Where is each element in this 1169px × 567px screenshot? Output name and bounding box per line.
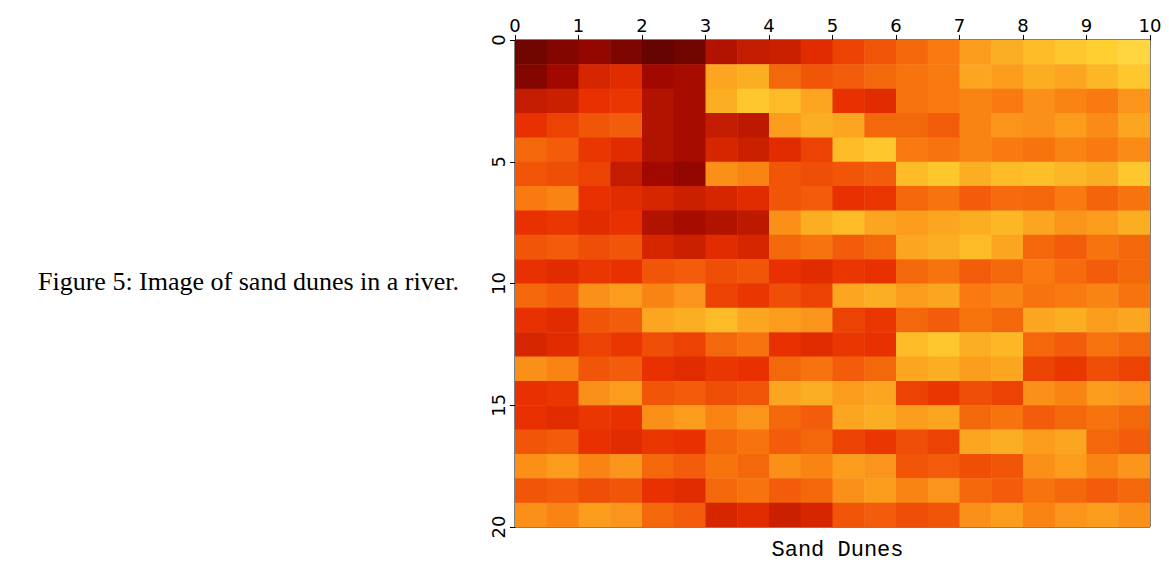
svg-text:0: 0 bbox=[509, 15, 520, 36]
svg-text:8: 8 bbox=[1017, 15, 1028, 36]
svg-text:15: 15 bbox=[488, 394, 509, 417]
svg-text:10: 10 bbox=[1139, 15, 1162, 36]
svg-text:7: 7 bbox=[954, 15, 965, 36]
svg-text:Sand Dunes: Sand Dunes bbox=[771, 538, 903, 563]
svg-text:5: 5 bbox=[827, 15, 838, 36]
svg-text:5: 5 bbox=[488, 156, 509, 167]
svg-text:4: 4 bbox=[763, 15, 774, 36]
svg-text:9: 9 bbox=[1081, 15, 1092, 36]
svg-text:2: 2 bbox=[636, 15, 647, 36]
svg-text:3: 3 bbox=[700, 15, 711, 36]
html-text:Figure 5: Image of sand dunes: Figure 5: Image of sand dunes in a river… bbox=[38, 267, 459, 296]
svg-text:10: 10 bbox=[488, 272, 509, 295]
svg-text:1: 1 bbox=[573, 15, 584, 36]
svg-text:20: 20 bbox=[488, 516, 509, 539]
svg-text:6: 6 bbox=[890, 15, 901, 36]
svg-text:0: 0 bbox=[488, 34, 509, 45]
